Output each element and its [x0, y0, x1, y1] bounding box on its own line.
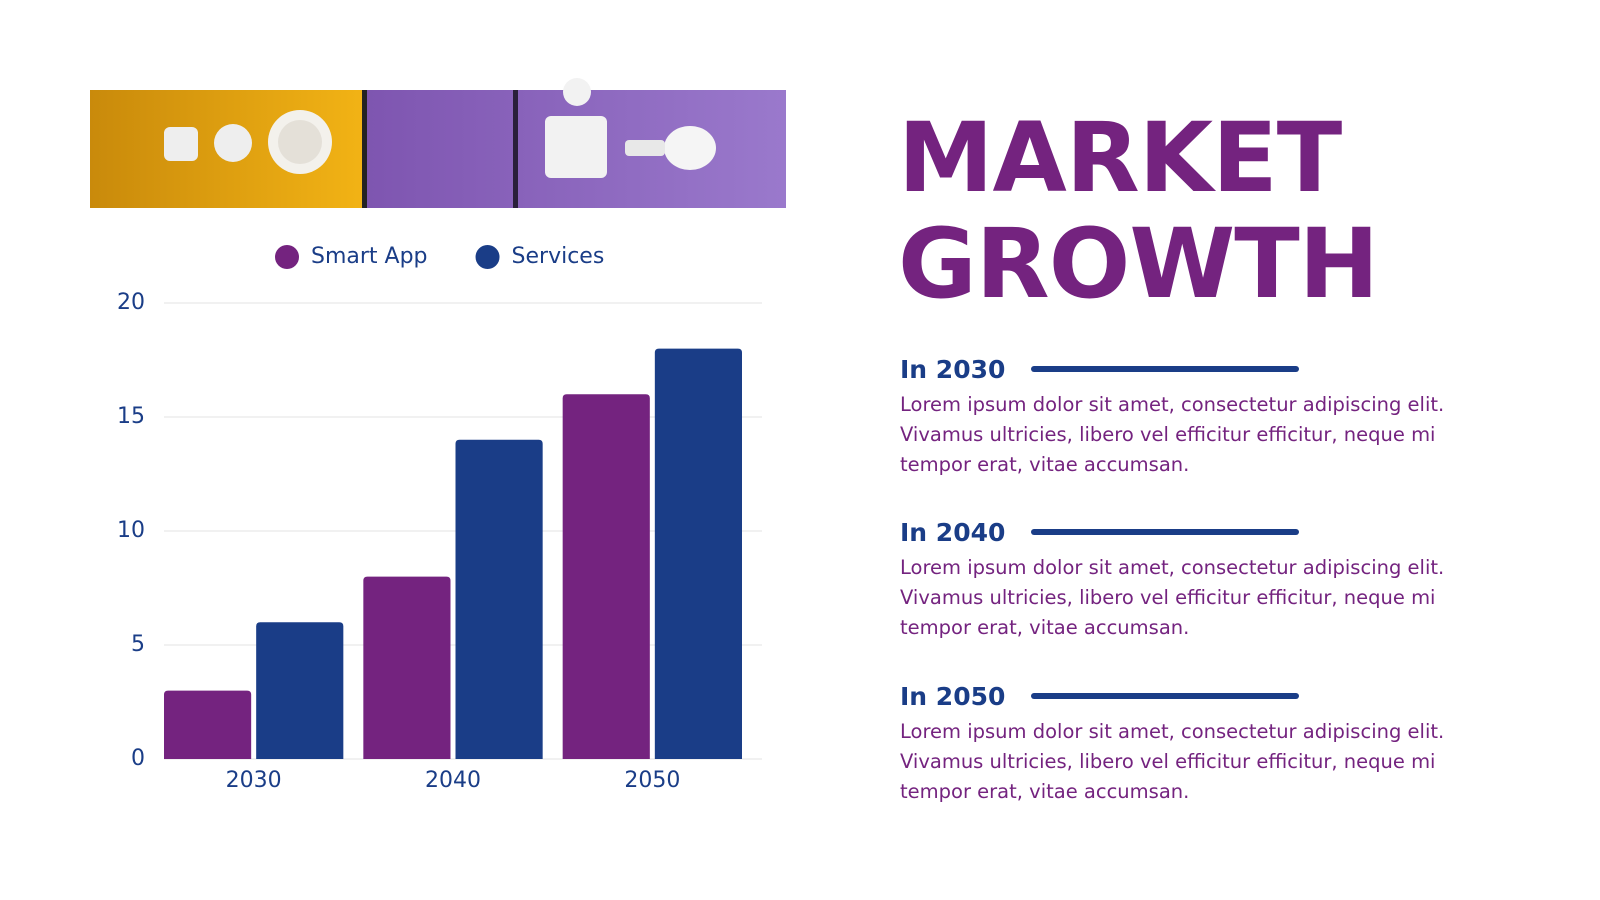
bar: [164, 690, 252, 759]
bar: [363, 576, 451, 759]
bar: [455, 439, 543, 759]
rule: [1031, 693, 1300, 699]
legend-label: Smart App: [311, 244, 428, 269]
bar: [562, 394, 650, 759]
bar: [256, 622, 344, 759]
title-line: MARKET: [898, 102, 1342, 214]
item-heading: In 2050: [900, 681, 1006, 711]
legend-label: Services: [512, 244, 605, 269]
y-tick-label: 15: [117, 404, 145, 429]
item-text: Lorem ipsum dolor sit amet, consectetur …: [900, 556, 1445, 639]
title-line: GROWTH: [898, 208, 1379, 320]
item-text: Lorem ipsum dolor sit amet, consectetur …: [900, 720, 1445, 803]
rule: [1031, 366, 1300, 372]
item: In 2050 Lorem ipsum dolor sit amet, cons…: [900, 679, 1460, 807]
item-heading: In 2030: [900, 354, 1006, 384]
item: In 2030 Lorem ipsum dolor sit amet, cons…: [900, 352, 1460, 480]
item-head: In 2050: [900, 679, 1460, 713]
item: In 2040 Lorem ipsum dolor sit amet, cons…: [900, 515, 1460, 643]
x-tick-label: 2050: [624, 768, 680, 793]
rule: [1031, 529, 1300, 535]
item-text: Lorem ipsum dolor sit amet, consectetur …: [900, 393, 1445, 476]
y-tick-label: 20: [117, 290, 145, 315]
x-tick-label: 2030: [226, 768, 282, 793]
photo: [90, 78, 786, 208]
y-tick-label: 5: [131, 632, 145, 657]
item-head: In 2040: [900, 515, 1460, 549]
item-heading: In 2040: [900, 517, 1006, 547]
legend-swatch: [475, 245, 500, 269]
title: MARKET GROWTH: [898, 102, 1379, 320]
x-tick-label: 2040: [425, 768, 481, 793]
item-head: In 2030: [900, 352, 1460, 386]
y-tick-label: 0: [131, 746, 145, 771]
y-tick-label: 10: [117, 518, 145, 543]
chart: 0 5 10 15 20 Smart App Services 2030 2040 2050: [90, 78, 786, 793]
legend-swatch: [275, 245, 299, 269]
bar: [654, 348, 742, 759]
